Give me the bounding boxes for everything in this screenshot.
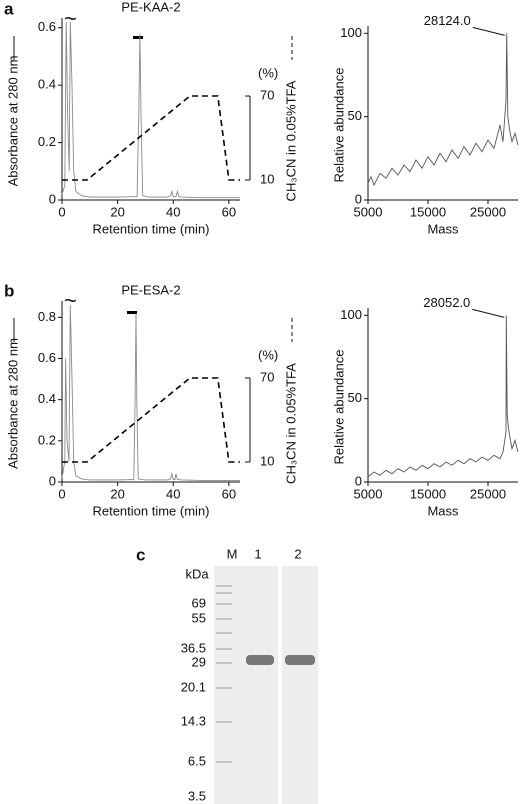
series-line [62, 95, 240, 181]
y-tick-label: 0 [355, 191, 362, 206]
gel [214, 566, 318, 804]
lane-label: M [227, 546, 238, 561]
y-tick-label: 100 [340, 307, 362, 322]
panel-letter: c [136, 545, 145, 564]
y-axis-label: Relative abundance [331, 68, 346, 183]
series-line [61, 21, 240, 199]
ladder [216, 585, 232, 763]
gel-band [285, 655, 315, 665]
marker-label: 36.5 [181, 640, 206, 655]
y2-axis-label: CH₃CN in 0.05%TFA [283, 363, 298, 484]
y2-tick-label: 70 [260, 369, 274, 384]
annotation-leader [472, 308, 505, 318]
series-line [61, 304, 240, 481]
annotation-leader [472, 26, 505, 36]
y2-unit: (%) [258, 347, 278, 362]
y-tick-label: 0 [355, 473, 362, 488]
x-tick-label: 40 [166, 204, 180, 219]
y-tick-label: 0 [49, 473, 56, 488]
marker-label: 55 [192, 610, 206, 625]
gel-unit: kDa [185, 566, 209, 581]
y-tick-label: 100 [340, 25, 362, 40]
fraction-bar [133, 36, 143, 39]
marker-label: 3.5 [188, 788, 206, 803]
marker-label: 20.1 [181, 679, 206, 694]
x-tick-label: 60 [222, 486, 236, 501]
y2-unit: (%) [258, 65, 278, 80]
y-tick-label: 0.8 [38, 309, 56, 324]
lane-label: 1 [254, 546, 261, 561]
x-tick-label: 0 [58, 486, 65, 501]
panel-letter: a [4, 0, 14, 18]
y-tick-label: 0.2 [38, 134, 56, 149]
y-axis-label: Absorbance at 280 nm [5, 338, 20, 469]
y-tick-label: 0 [49, 191, 56, 206]
y-axis-label: Relative abundance [331, 350, 346, 465]
x-tick-label: 25000 [470, 204, 506, 219]
x-tick-label: 5000 [354, 204, 383, 219]
marker-label: 14.3 [181, 713, 206, 728]
gel-band [246, 655, 274, 665]
x-tick-label: 15000 [410, 486, 446, 501]
marker-label: 6.5 [188, 753, 206, 768]
y2-tick-label: 70 [260, 87, 274, 102]
y2-axis-label: CH₃CN in 0.05%TFA [283, 80, 298, 201]
y2-tick-label: 10 [260, 453, 274, 468]
chart-title: PE-KAA-2 [121, 0, 180, 14]
y-tick-label: 0.6 [38, 19, 56, 34]
chart-title: PE-ESA-2 [121, 282, 180, 297]
y-tick-label: 0.6 [38, 350, 56, 365]
annotation: 28052.0 [423, 295, 470, 310]
series-line [367, 33, 519, 187]
y-axis-label: Absorbance at 280 nm [5, 56, 20, 187]
y-tick-label: 0.4 [38, 391, 56, 406]
x-tick-label: 5000 [354, 486, 383, 501]
y-tick-label: 50 [348, 390, 362, 405]
x-tick-label: 25000 [470, 486, 506, 501]
series-line [62, 377, 240, 463]
x-axis-label: Mass [427, 503, 459, 518]
x-axis-label: Retention time (min) [92, 503, 209, 518]
series-line [367, 315, 519, 478]
x-tick-label: 60 [222, 204, 236, 219]
x-tick-label: 0 [58, 204, 65, 219]
marker-label: 29 [192, 654, 206, 669]
x-axis-label: Retention time (min) [92, 221, 209, 236]
gel-image [214, 566, 278, 804]
y2-tick-label: 10 [260, 171, 274, 186]
x-tick-label: 20 [110, 204, 124, 219]
annotation: 28124.0 [424, 13, 471, 28]
y-tick-label: 0.4 [38, 77, 56, 92]
gel-image [282, 566, 318, 804]
marker-label: 69 [192, 595, 206, 610]
x-tick-label: 15000 [410, 204, 446, 219]
axis-break: ~ [64, 288, 77, 313]
x-tick-label: 40 [166, 486, 180, 501]
axis-break: ~ [64, 6, 77, 31]
fraction-bar [127, 311, 137, 314]
y-tick-label: 50 [348, 108, 362, 123]
y-tick-label: 0.2 [38, 432, 56, 447]
x-axis-label: Mass [427, 221, 459, 236]
lane-label: 2 [294, 546, 301, 561]
panel-letter: b [4, 281, 14, 300]
x-tick-label: 20 [110, 486, 124, 501]
